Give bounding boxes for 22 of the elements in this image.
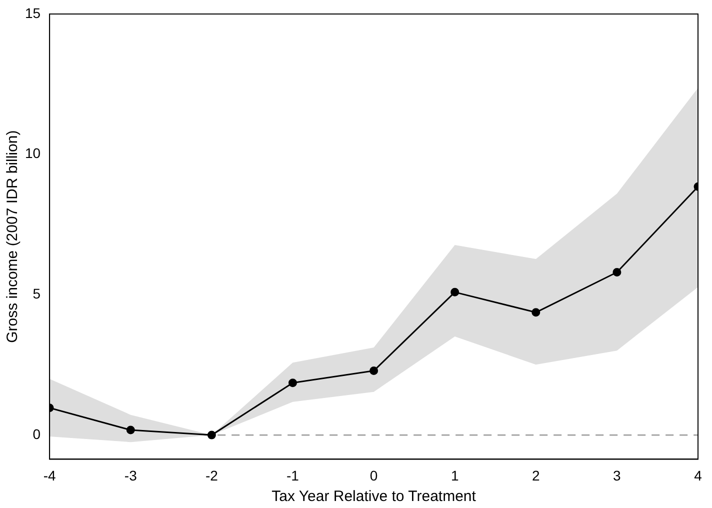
x-tick-label: 2 bbox=[532, 467, 540, 484]
x-tick-label: 1 bbox=[450, 467, 459, 484]
point bbox=[612, 268, 622, 276]
y-axis-title: Gross income (2007 IDR billion) bbox=[4, 130, 22, 343]
x-tick-label: -1 bbox=[286, 467, 300, 484]
y-tick-label: 15 bbox=[24, 4, 41, 21]
point bbox=[532, 308, 540, 317]
x-tick-label: -4 bbox=[43, 467, 56, 484]
x-tick-label: 4 bbox=[694, 467, 702, 484]
point bbox=[450, 288, 460, 296]
point bbox=[126, 426, 135, 434]
x-tick-label: 3 bbox=[613, 467, 622, 484]
x-tick-label: -3 bbox=[124, 467, 138, 484]
x-axis-title: Tax Year Relative to Treatment bbox=[272, 488, 477, 506]
point bbox=[370, 366, 378, 376]
point bbox=[207, 430, 216, 440]
point bbox=[288, 378, 297, 388]
y-tick-label: 0 bbox=[32, 426, 41, 442]
x-tick-label: 0 bbox=[370, 467, 378, 484]
y-tick-label: 10 bbox=[24, 145, 41, 162]
y-tick-label: 5 bbox=[32, 286, 41, 302]
x-tick-label: -2 bbox=[205, 467, 218, 484]
